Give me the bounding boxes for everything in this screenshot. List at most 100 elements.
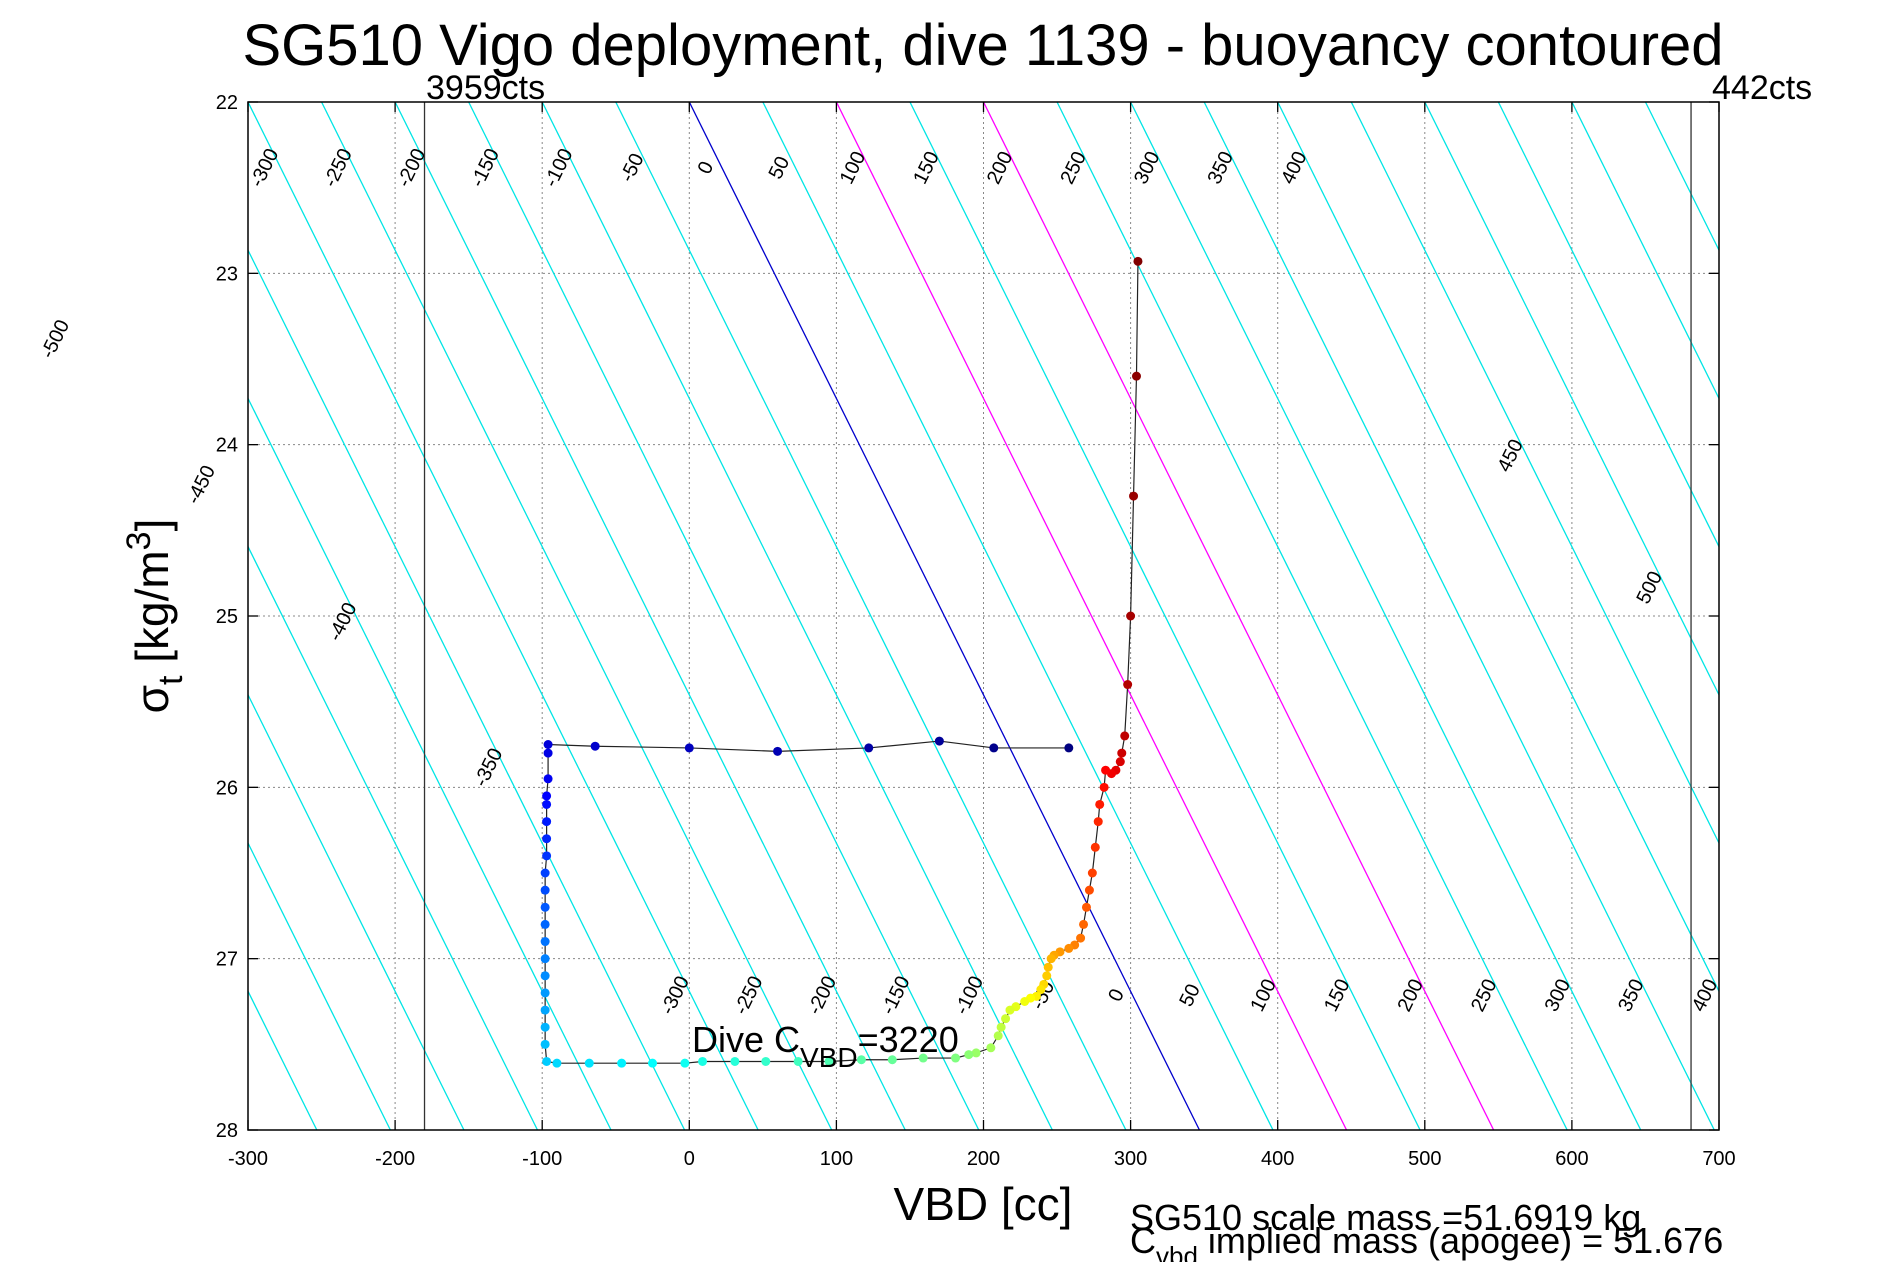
dive-point xyxy=(1064,743,1074,753)
dive-point xyxy=(773,746,783,756)
x-tick-label: 0 xyxy=(684,1148,695,1170)
dive-point xyxy=(540,868,550,878)
dive-point xyxy=(1042,971,1052,981)
y-axis-label-close: ] xyxy=(126,519,178,532)
contour-line xyxy=(248,248,686,1130)
contour-line xyxy=(248,545,539,1130)
dive-point xyxy=(540,1039,550,1049)
left-limit-label: 3959cts xyxy=(426,69,545,107)
chart-title: SG510 Vigo deployment, dive 1139 - buoya… xyxy=(242,13,1723,78)
dive-point xyxy=(996,1022,1006,1032)
y-tick-label: 26 xyxy=(216,777,238,799)
dive-point xyxy=(542,791,552,801)
dive-point xyxy=(1133,256,1143,266)
contour-line xyxy=(1793,102,1891,1130)
dive-point xyxy=(648,1058,658,1068)
dive-point xyxy=(761,1056,771,1066)
dive-point xyxy=(680,1058,690,1068)
contour-line xyxy=(248,396,612,1130)
dive-point xyxy=(698,1056,708,1066)
y-axis-ticks: 22 23 24 25 26 27 28 xyxy=(216,92,1719,1142)
dive-point xyxy=(1090,842,1100,852)
contour-line xyxy=(688,102,1201,1130)
dive-point xyxy=(1131,371,1141,381)
dive-point xyxy=(684,743,694,753)
x-tick-label: 500 xyxy=(1408,1148,1441,1170)
dive-point xyxy=(543,748,553,758)
dive-point xyxy=(1064,943,1074,953)
dive-point xyxy=(1126,611,1136,621)
dive-point xyxy=(986,1043,996,1053)
x-axis-ticks: -300 -200 -100 0 100 200 300 400 500 600 700 xyxy=(228,102,1736,1170)
dive-point xyxy=(1117,748,1127,758)
dive-point xyxy=(540,971,550,981)
x-tick-label: -200 xyxy=(375,1148,415,1170)
y-axis-label-sub: t xyxy=(152,675,190,685)
x-tick-label: -100 xyxy=(522,1148,562,1170)
dive-point xyxy=(542,799,552,809)
scale-mass-annotation: SG510 scale mass =51.6919 kg xyxy=(1130,1197,1641,1238)
dive-point xyxy=(1036,985,1046,995)
contour-label: -500 xyxy=(37,316,75,362)
dive-point xyxy=(1120,731,1130,741)
contour-line xyxy=(468,102,980,1130)
contour-line xyxy=(835,102,1348,1130)
right-limit-label: 442cts xyxy=(1712,69,1812,107)
contour-line xyxy=(1056,102,1568,1130)
contour-line xyxy=(320,102,833,1130)
dive-point xyxy=(1123,680,1133,690)
dive-point xyxy=(993,1031,1003,1041)
dive-point xyxy=(989,743,999,753)
contour-line xyxy=(1277,102,1719,993)
dive-point xyxy=(540,885,550,895)
dive-point xyxy=(793,1056,803,1066)
contour-line xyxy=(615,102,1127,1130)
dive-point xyxy=(1043,962,1053,972)
dive-point xyxy=(864,743,874,753)
contour-line xyxy=(1203,102,1715,1130)
dive-point xyxy=(1101,765,1111,775)
contour-line xyxy=(0,102,243,1130)
x-tick-label: 100 xyxy=(820,1148,853,1170)
dive-point xyxy=(856,1055,866,1065)
dive-point xyxy=(590,741,600,751)
dive-point xyxy=(1129,491,1139,501)
y-tick-label: 28 xyxy=(216,1120,238,1142)
dive-point xyxy=(540,1005,550,1015)
y-tick-label: 23 xyxy=(216,263,238,285)
y-axis-label: σt [kg/m3] xyxy=(120,519,190,714)
vbd-limit-lines xyxy=(423,102,1692,1130)
dive-point xyxy=(584,1058,594,1068)
dive-point xyxy=(1084,885,1094,895)
dive-point xyxy=(1093,817,1103,827)
dive-cvbd-value: =3220 xyxy=(858,1019,959,1060)
x-tick-label: 200 xyxy=(967,1148,1000,1170)
dive-point xyxy=(542,1056,552,1066)
contour-line xyxy=(394,102,906,1130)
dive-point xyxy=(971,1048,981,1058)
dive-point xyxy=(540,937,550,947)
implied-mass-text: implied mass (apogee) = 51.676 xyxy=(1198,1220,1723,1261)
dive-point xyxy=(540,1022,550,1032)
dive-point xyxy=(1001,1014,1011,1024)
contour-line xyxy=(248,693,465,1130)
dive-point xyxy=(617,1058,627,1068)
contour-line xyxy=(1571,102,1719,400)
dive-point xyxy=(1115,757,1125,767)
x-axis-label: VBD [cc] xyxy=(894,1178,1073,1230)
dive-point xyxy=(964,1050,974,1060)
implied-mass-annotation: Cvbd implied mass (apogee) = 51.676 xyxy=(1130,1220,1723,1262)
dive-point xyxy=(1020,997,1030,1006)
y-tick-label: 27 xyxy=(216,949,238,971)
contour-line xyxy=(1497,102,1719,549)
dive-point xyxy=(542,834,552,844)
contour-line xyxy=(1130,102,1642,1130)
dive-point xyxy=(934,736,944,746)
dive-point xyxy=(1081,902,1091,912)
dive-point xyxy=(540,902,550,912)
dive-point xyxy=(540,954,550,964)
dive-point xyxy=(951,1053,961,1063)
dive-point xyxy=(543,740,553,749)
implied-mass-c: C xyxy=(1130,1220,1156,1261)
